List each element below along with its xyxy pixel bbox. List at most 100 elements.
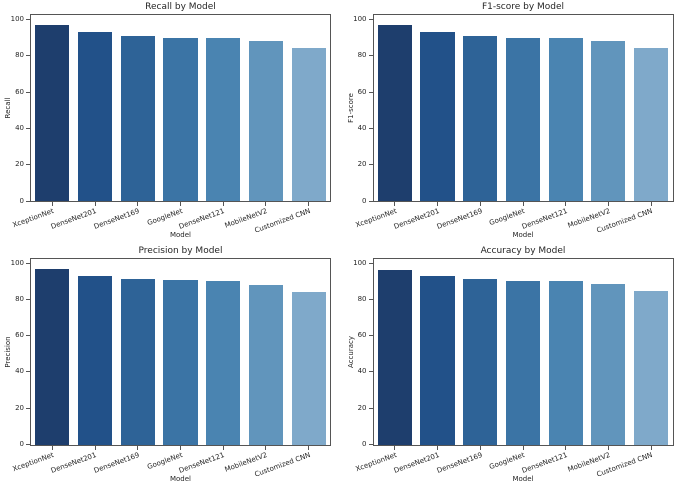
y-tick-mark bbox=[368, 371, 373, 373]
x-tick-labels: XceptionNet DenseNet201 DenseNet169 GoogleN… bbox=[12, 203, 331, 235]
x-tick-mark bbox=[650, 202, 652, 206]
y-tick-label: 60 bbox=[357, 87, 367, 96]
chart-title: Precision by Model bbox=[138, 245, 223, 256]
y-tick-label: 40 bbox=[15, 367, 24, 376]
y-tick-mark bbox=[26, 127, 30, 129]
y-tick-label: 40 bbox=[357, 123, 367, 132]
x-tick-mark bbox=[522, 202, 524, 206]
bar-densenet169 bbox=[120, 35, 155, 201]
bar-xceptionnet bbox=[377, 269, 412, 445]
x-tick-mark bbox=[522, 445, 524, 450]
x-tick-mark bbox=[51, 445, 53, 450]
x-tick-mark bbox=[607, 202, 609, 206]
x-tick-label: DenseNet121 bbox=[520, 207, 569, 231]
x-tick-mark bbox=[479, 202, 481, 206]
x-tick-labels: XceptionNet DenseNet201 DenseNet169 GoogleN… bbox=[354, 447, 674, 479]
bar-customized-cnn bbox=[291, 292, 326, 445]
y-tick-label: 20 bbox=[15, 160, 24, 169]
y-tick-label: 60 bbox=[357, 331, 367, 340]
y-tick-mark bbox=[368, 262, 373, 264]
y-tick-mark bbox=[368, 127, 373, 129]
y-tick-mark bbox=[26, 335, 30, 337]
y-tick-mark bbox=[26, 19, 30, 21]
bar-customized-cnn bbox=[634, 291, 669, 445]
x-tick-mark bbox=[394, 445, 396, 450]
x-tick-mark bbox=[222, 202, 224, 206]
y-tick-mark bbox=[368, 55, 373, 57]
bar-mobilenetv2 bbox=[248, 284, 283, 445]
y-tick-mark bbox=[26, 298, 30, 300]
y-tick-mark bbox=[26, 262, 30, 264]
x-tick-mark bbox=[137, 202, 139, 206]
y-tick-mark bbox=[26, 444, 30, 445]
bar-googlenet bbox=[505, 281, 541, 445]
x-tick-label: XceptionNet bbox=[354, 450, 398, 473]
bar-densenet201 bbox=[77, 32, 113, 201]
y-tick-mark bbox=[26, 55, 30, 57]
x-tick-mark bbox=[565, 445, 567, 450]
x-tick-label: DenseNet201 bbox=[392, 450, 441, 475]
x-tick-label: DenseNet169 bbox=[92, 450, 141, 475]
x-tick-mark bbox=[437, 445, 439, 450]
y-tick-mark bbox=[26, 91, 30, 93]
bar-densenet201 bbox=[77, 275, 113, 445]
x-tick-label: DenseNet201 bbox=[392, 207, 441, 231]
x-tick-mark bbox=[565, 202, 567, 206]
y-tick-mark bbox=[26, 164, 30, 166]
bar-mobilenetv2 bbox=[248, 40, 283, 201]
bar-densenet169 bbox=[463, 279, 498, 445]
x-axis-label: Model bbox=[512, 231, 534, 239]
x-tick-labels: XceptionNet DenseNet201 DenseNet169 GoogleN… bbox=[354, 203, 674, 235]
x-tick-mark bbox=[265, 202, 267, 206]
x-tick-mark bbox=[437, 202, 439, 206]
x-tick-mark bbox=[265, 445, 267, 450]
bar-densenet121 bbox=[548, 281, 583, 445]
bar-mobilenetv2 bbox=[591, 40, 626, 201]
x-tick-label: XceptionNet bbox=[354, 207, 398, 230]
y-tick-label: 0 bbox=[19, 440, 24, 448]
bar-customized-cnn bbox=[291, 48, 326, 201]
y-tick-label: 40 bbox=[357, 367, 367, 376]
y-tick-label: 80 bbox=[357, 294, 367, 303]
y-tick-label: 60 bbox=[15, 87, 24, 96]
x-tick-mark bbox=[94, 202, 96, 206]
bar-googlenet bbox=[163, 37, 198, 201]
bar-densenet121 bbox=[548, 37, 583, 201]
bar-customized-cnn bbox=[634, 48, 669, 201]
bar-googlenet bbox=[163, 279, 198, 445]
y-tick-mark bbox=[368, 19, 373, 21]
y-tick-label: 0 bbox=[362, 196, 367, 205]
x-axis-label: Model bbox=[169, 231, 192, 239]
plot-area: 0 20 40 60 80 100 bbox=[11, 257, 331, 450]
x-tick-mark bbox=[607, 445, 609, 450]
bar-xceptionnet bbox=[377, 25, 412, 201]
y-axis-label: Recall bbox=[4, 97, 12, 119]
y-tick-mark bbox=[368, 335, 373, 337]
y-tick-label: 0 bbox=[362, 440, 367, 448]
y-tick-mark bbox=[368, 91, 373, 93]
chart-title: Recall by Model bbox=[145, 2, 216, 12]
x-axis-label: Model bbox=[512, 474, 534, 483]
x-tick-labels: XceptionNet DenseNet201 DenseNet169 GoogleN… bbox=[12, 447, 331, 479]
y-tick-label: 100 bbox=[353, 258, 367, 267]
x-tick-label: DenseNet169 bbox=[92, 207, 141, 231]
x-tick-mark bbox=[94, 445, 96, 450]
x-tick-mark bbox=[137, 445, 139, 450]
y-tick-mark bbox=[368, 298, 373, 300]
bar-xceptionnet bbox=[35, 25, 70, 201]
x-tick-label: DenseNet169 bbox=[435, 450, 484, 475]
x-tick-mark bbox=[479, 445, 481, 450]
y-tick-mark bbox=[368, 444, 373, 445]
bar-densenet169 bbox=[120, 279, 155, 445]
x-tick-label: DenseNet121 bbox=[520, 450, 569, 475]
y-tick-mark bbox=[368, 200, 373, 202]
chart-precision: Precision by Model Precision 0 20 40 60 80 10… bbox=[0, 244, 343, 487]
chart-f1-score: F1-score by Model F1-score 0 20 40 60 80 100 … bbox=[343, 0, 685, 244]
y-tick-label: 100 bbox=[353, 15, 367, 24]
x-tick-mark bbox=[222, 445, 224, 450]
y-tick-label: 60 bbox=[15, 331, 24, 340]
y-tick-label: 20 bbox=[357, 403, 367, 412]
x-tick-label: DenseNet201 bbox=[50, 450, 98, 475]
y-tick-mark bbox=[26, 407, 30, 409]
